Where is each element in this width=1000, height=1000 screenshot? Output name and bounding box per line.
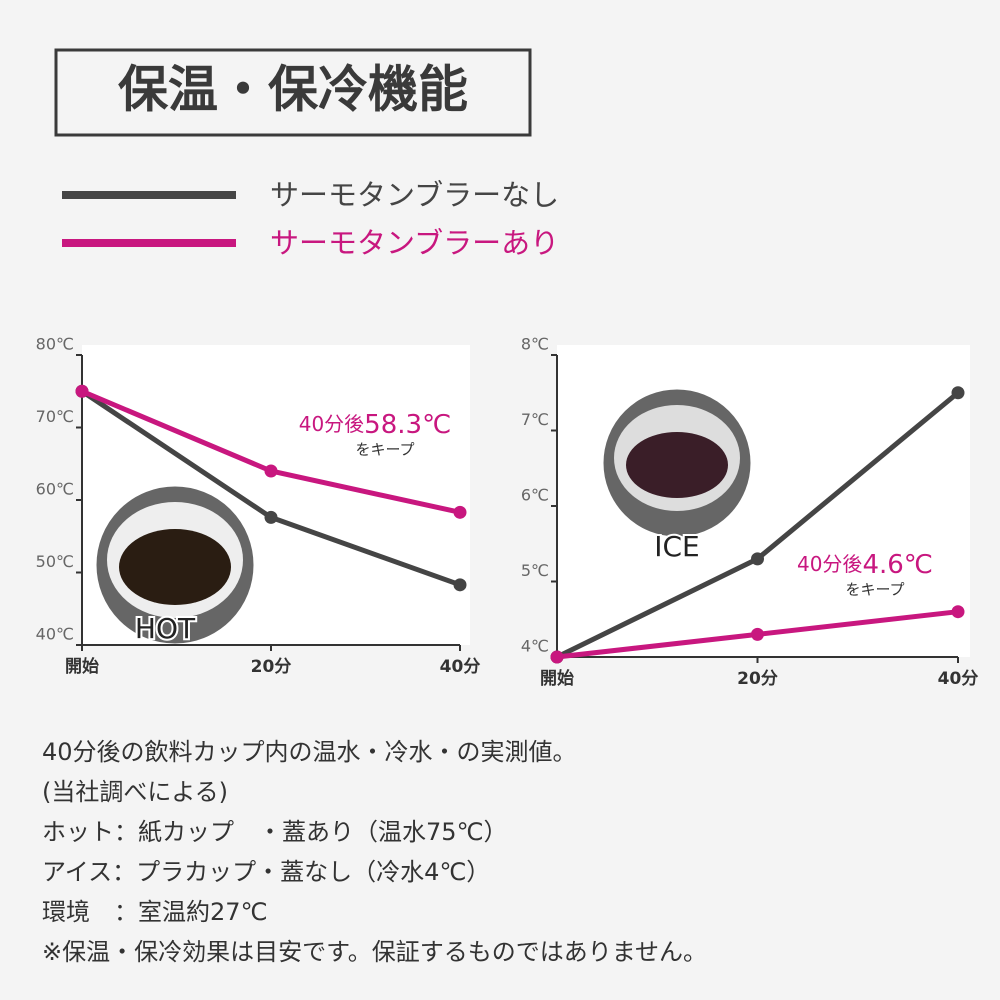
photo-label: ICE — [654, 530, 700, 563]
point — [453, 505, 467, 519]
photo-drink — [626, 432, 728, 498]
y-tick-label: 7℃ — [521, 410, 549, 429]
title-box — [54, 48, 532, 137]
point — [751, 552, 764, 566]
note: アイス：プラカップ・蓋なし（冷水4℃） — [42, 858, 490, 886]
x-tick-label: 40分 — [938, 669, 979, 689]
y-tick-label: 8℃ — [521, 335, 549, 354]
annotation-note: をキープ — [845, 581, 904, 599]
y-tick-label: 40℃ — [36, 625, 74, 644]
photo-drink — [119, 529, 231, 605]
legend-label: サーモタンブラーあり — [270, 226, 559, 260]
x-tick-label: 20分 — [737, 669, 778, 689]
point — [951, 386, 965, 400]
point — [550, 650, 564, 664]
y-tick-label: 5℃ — [521, 561, 549, 580]
legend-label: サーモタンブラーなし — [270, 178, 559, 212]
note: 40分後の飲料カップ内の温水・冷水・の実測値。 — [42, 738, 577, 766]
point — [751, 627, 764, 641]
note: 環境 ：室温約27℃ — [42, 898, 268, 926]
annotation-prefix: 40分後 — [299, 412, 364, 436]
title: 保温・保冷機能 — [118, 61, 468, 119]
note: ホット：紙カップ ・蓋あり（温水75℃） — [42, 818, 508, 846]
y-tick-label: 80℃ — [36, 335, 74, 354]
y-tick-label: 70℃ — [36, 407, 74, 426]
annotation: 40分後4.6℃ — [797, 550, 933, 580]
annotation: 40分後58.3℃ — [299, 410, 452, 440]
point — [951, 605, 965, 619]
point — [75, 384, 89, 398]
annotation-value: 4.6℃ — [862, 550, 933, 580]
x-tick-label: 20分 — [251, 657, 292, 677]
annotation-value: 58.3℃ — [364, 410, 451, 440]
y-tick-label: 60℃ — [36, 480, 74, 499]
annotation-note: をキープ — [355, 441, 414, 459]
point — [453, 578, 467, 592]
point — [264, 464, 278, 478]
y-tick-label: 50℃ — [36, 552, 74, 571]
note: ※保温・保冷効果は目安です。保証するものではありません。 — [42, 938, 707, 966]
x-tick-label: 開始 — [65, 656, 99, 677]
photo-label: HOT — [135, 612, 196, 645]
point — [264, 510, 278, 524]
note: (当社調べによる) — [42, 778, 228, 806]
x-tick-label: 開始 — [540, 668, 574, 689]
x-tick-label: 40分 — [440, 657, 481, 677]
y-tick-label: 6℃ — [521, 486, 549, 505]
annotation-prefix: 40分後 — [797, 552, 862, 576]
y-tick-label: 4℃ — [521, 637, 549, 656]
